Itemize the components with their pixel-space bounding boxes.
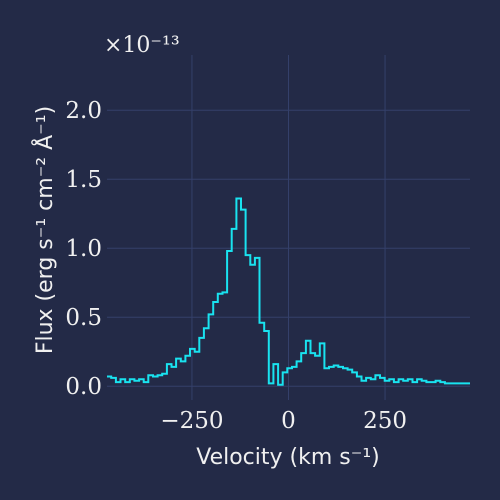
x-tick-label: −250 bbox=[160, 408, 223, 434]
grid bbox=[107, 55, 470, 400]
x-tick-label: 0 bbox=[281, 408, 296, 434]
x-axis-label: Velocity (km s⁻¹) bbox=[196, 445, 380, 470]
y-tick-label: 1.0 bbox=[65, 236, 102, 262]
tick-labels: −250 0 250 0.0 0.5 1.0 1.5 2.0 bbox=[65, 98, 407, 434]
y-tick-label: 0.0 bbox=[65, 374, 102, 400]
y-tick-label: 2.0 bbox=[65, 98, 102, 124]
y-tick-label: 0.5 bbox=[65, 305, 102, 331]
y-tick-label: 1.5 bbox=[65, 167, 102, 193]
y-axis-label: Flux (erg s⁻¹ cm⁻² Å⁻¹) bbox=[31, 106, 58, 354]
y-offset-label: ×10⁻¹³ bbox=[104, 33, 180, 58]
plot-area bbox=[107, 197, 470, 386]
flux-series-line bbox=[107, 197, 470, 386]
x-tick-label: 250 bbox=[363, 408, 407, 434]
